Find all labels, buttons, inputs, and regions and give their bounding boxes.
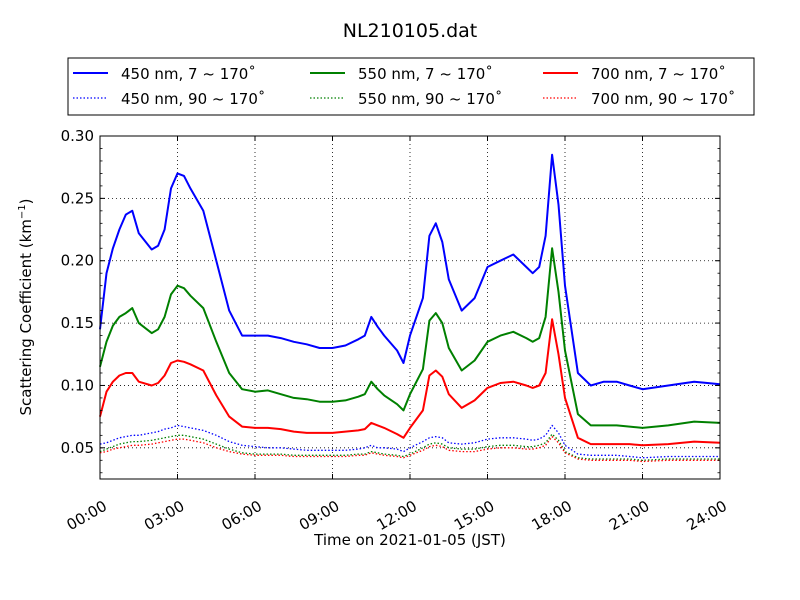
y-tick-label: 0.30 bbox=[61, 127, 94, 145]
series-layer bbox=[99, 153, 721, 463]
legend: 450 nm, 7 ~ 170˚ 450 nm, 90 ~ 170˚ 550 nm,… bbox=[67, 57, 755, 116]
series-line bbox=[99, 153, 721, 391]
y-axis-label-superscript: −1 bbox=[17, 204, 28, 219]
y-tick-label: 0.25 bbox=[61, 189, 94, 207]
legend-label: 700 nm, 7 ~ 170˚ bbox=[591, 65, 726, 83]
y-tick-label: 0.05 bbox=[61, 439, 94, 457]
y-axis-label-main: Scattering Coefficient (km bbox=[17, 219, 35, 415]
y-tick-label: 0.15 bbox=[61, 314, 94, 332]
legend-label: 450 nm, 90 ~ 170˚ bbox=[121, 90, 265, 108]
series-line bbox=[99, 435, 720, 463]
series-line bbox=[99, 424, 720, 459]
series-line bbox=[99, 247, 721, 429]
legend-label: 550 nm, 90 ~ 170˚ bbox=[358, 90, 502, 108]
series-line bbox=[99, 318, 721, 447]
legend-label: 700 nm, 90 ~ 170˚ bbox=[591, 90, 735, 108]
legend-label: 450 nm, 7 ~ 170˚ bbox=[121, 65, 256, 83]
chart-title: NL210105.dat bbox=[343, 20, 478, 42]
x-axis-label: Time on 2021-01-05 (JST) bbox=[313, 531, 506, 549]
y-tick-label: 0.10 bbox=[61, 376, 94, 394]
y-axis-label-close: ) bbox=[17, 198, 35, 204]
legend-box bbox=[67, 57, 755, 116]
y-axis-label: Scattering Coefficient (km−1) bbox=[17, 198, 35, 415]
y-tick-label: 0.20 bbox=[61, 252, 94, 270]
legend-label: 550 nm, 7 ~ 170˚ bbox=[358, 65, 493, 83]
